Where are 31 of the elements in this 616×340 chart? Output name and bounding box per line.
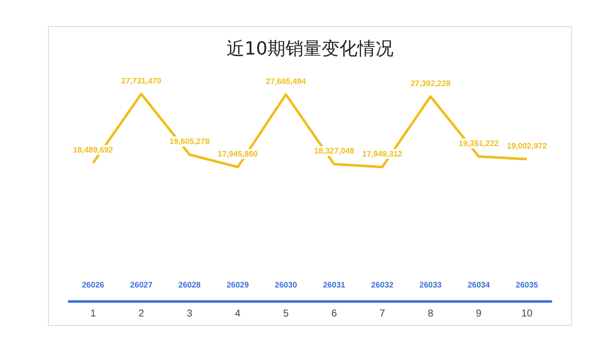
text: 26033 (419, 280, 442, 290)
x-tick-label: 8 (428, 308, 434, 320)
data-label: 27,665,494 (266, 76, 306, 86)
text: 26028 (178, 280, 202, 290)
data-label: 19,002,972 (506, 142, 548, 151)
chart-title: 近10期销量变化情况 (226, 38, 394, 60)
x-tick-label: 10 (521, 308, 533, 320)
text: 26026 (82, 280, 105, 290)
text: 26032 (371, 280, 394, 290)
data-label: 18,489,692 (73, 145, 114, 154)
data-label: 17,949,312 (362, 149, 403, 158)
text: 26027 (130, 280, 153, 290)
x-tick-label: 5 (283, 308, 290, 320)
x-tick-label: 7 (380, 308, 386, 320)
text: 26029 (226, 280, 250, 290)
text: 26031 (322, 280, 346, 290)
x-tick-label: 6 (331, 308, 338, 320)
data-label: 19,605,278 (169, 137, 210, 146)
x-tick-label: 4 (234, 308, 241, 320)
x-tick-label: 9 (476, 308, 482, 320)
text: 26035 (516, 280, 539, 290)
data-label: 17,945,860 (218, 150, 258, 159)
data-label: 27,731,470 (121, 76, 162, 86)
data-label: 27,392,228 (410, 78, 452, 88)
x-tick-label: 3 (186, 308, 193, 320)
x-tick-label: 2 (138, 308, 145, 320)
data-label: 18,327,048 (314, 146, 355, 156)
data-label: 19,351,222 (458, 139, 500, 148)
text: 26030 (274, 280, 298, 290)
x-tick-label: 1 (90, 308, 96, 320)
text: 26034 (468, 280, 490, 290)
